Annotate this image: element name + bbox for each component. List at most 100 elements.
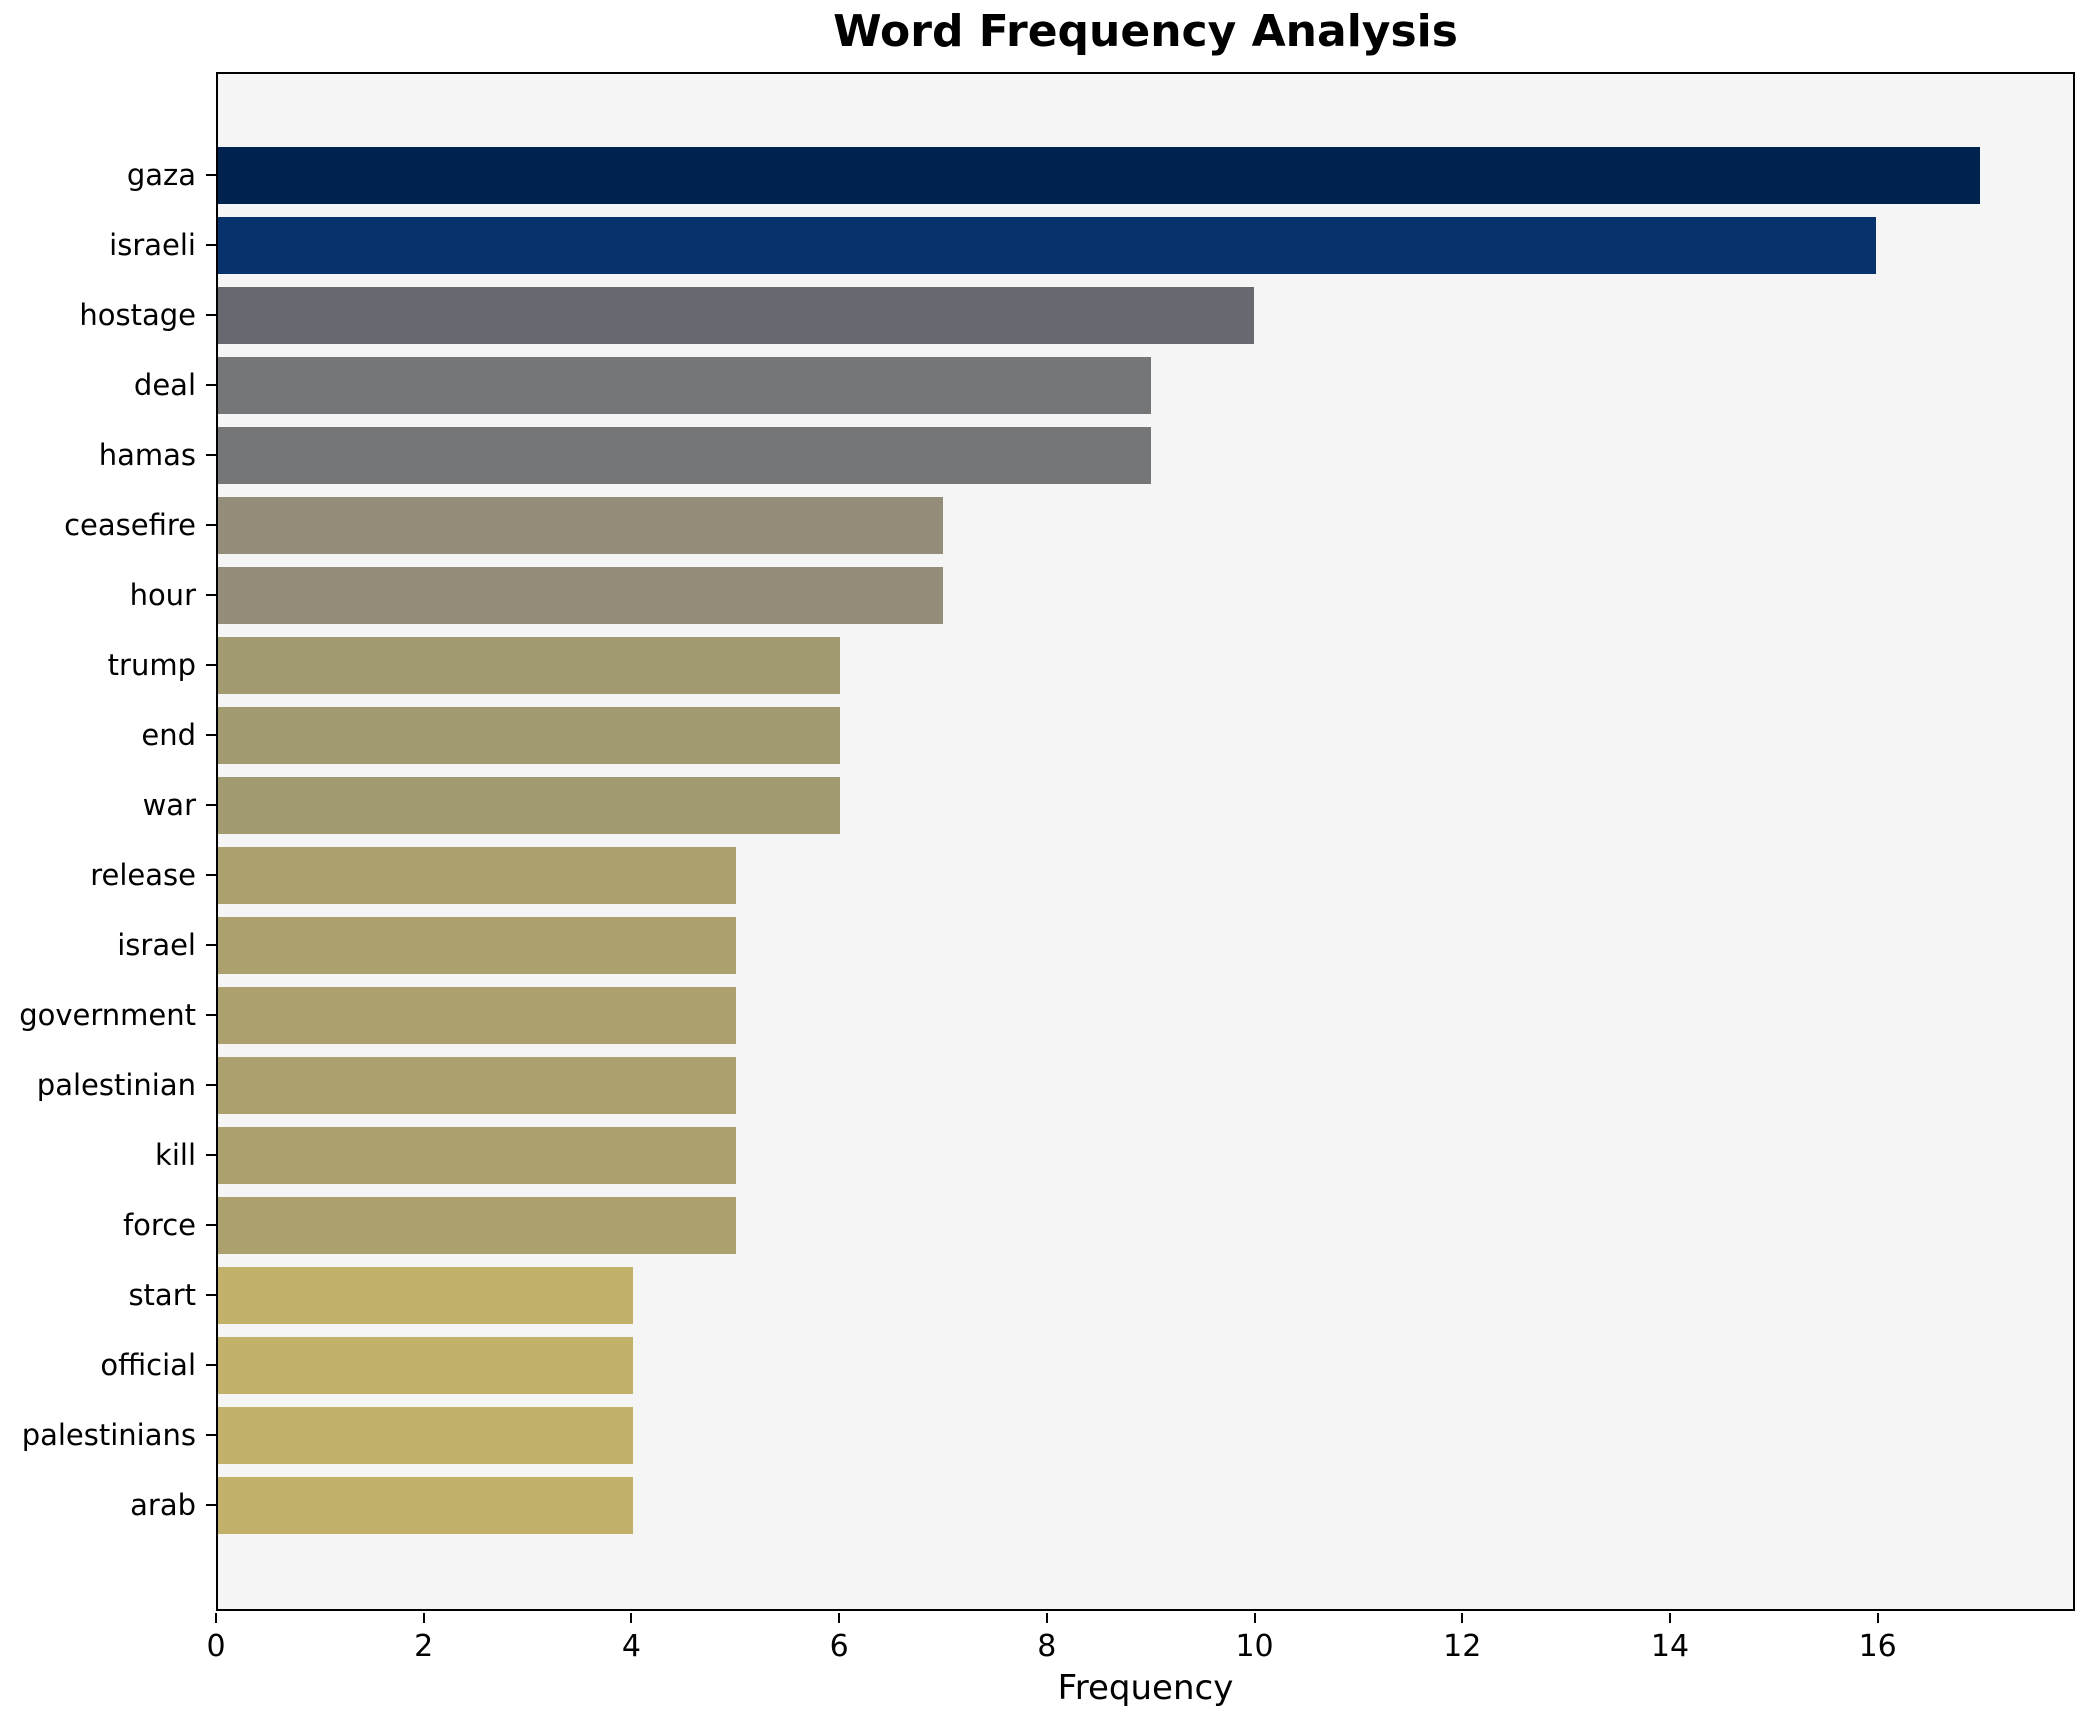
y-tick-label-palestinians: palestinians	[21, 1418, 196, 1452]
bar-row-palestinians: palestinians	[22, 1400, 2073, 1470]
bar-government	[218, 986, 737, 1044]
y-tick-label-kill: kill	[155, 1138, 196, 1172]
y-tick-label-trump: trump	[107, 648, 196, 682]
bar-palestinians	[218, 1406, 633, 1464]
bar-hour	[218, 566, 944, 624]
y-tick-label-arab: arab	[130, 1488, 196, 1522]
bar-hostage	[218, 286, 1255, 344]
x-axis: 0 2 4 6 8 10 12 14 16	[206, 1613, 2075, 1713]
x-tick-label-0: 0	[206, 1629, 226, 1664]
y-tick-label-ceasefire: ceasefire	[64, 508, 196, 542]
bar-row-war: war	[143, 770, 2073, 840]
bar-trump	[218, 636, 840, 694]
x-axis-label: Frequency	[1057, 1668, 1234, 1708]
y-tick-label-end: end	[141, 718, 196, 752]
bar-official	[218, 1336, 633, 1394]
bar-end	[218, 706, 840, 764]
x-tick-label-4: 4	[621, 1629, 641, 1664]
plot-area: gaza israeli hostage deal hamas ceasefire hour…	[19, 72, 2075, 1611]
bar-row-israeli: israeli	[109, 210, 2073, 280]
x-tick-label-8: 8	[1037, 1629, 1057, 1664]
y-tick-mark	[206, 244, 216, 246]
bar-row-israel: israel	[117, 910, 2073, 980]
x-tick-label-6: 6	[829, 1629, 849, 1664]
x-tick-label-14: 14	[1650, 1629, 1690, 1664]
y-tick-mark	[206, 384, 216, 386]
bar-row-start: start	[128, 1260, 2073, 1330]
bar-row-kill: kill	[155, 1120, 2073, 1190]
y-tick-label-hamas: hamas	[98, 438, 196, 472]
bar-arab	[218, 1476, 633, 1534]
bar-rows: gaza israeli hostage deal hamas ceasefire hour…	[19, 140, 2073, 1540]
y-tick-label-gaza: gaza	[126, 158, 196, 192]
y-tick-mark	[206, 874, 216, 876]
bar-palestinian	[218, 1056, 737, 1114]
y-tick-label-deal: deal	[133, 368, 196, 402]
chart-title: Word Frequency Analysis	[833, 6, 1458, 57]
x-tick-mark-16	[1876, 1613, 1879, 1623]
y-tick-label-israel: israel	[117, 928, 196, 962]
bar-force	[218, 1196, 737, 1254]
x-tick-mark-10	[1253, 1613, 1256, 1623]
y-tick-mark	[206, 454, 216, 456]
y-tick-label-release: release	[90, 858, 196, 892]
y-tick-label-hostage: hostage	[79, 298, 196, 332]
y-tick-label-force: force	[122, 1208, 196, 1242]
y-tick-mark	[206, 594, 216, 596]
bar-row-force: force	[123, 1190, 2073, 1260]
bar-row-hour: hour	[130, 560, 2073, 630]
bar-row-trump: trump	[108, 630, 2073, 700]
bar-row-arab: arab	[130, 1470, 2073, 1540]
bar-row-ceasefire: ceasefire	[64, 490, 2073, 560]
y-tick-mark	[206, 944, 216, 946]
y-tick-mark	[206, 1154, 216, 1156]
y-tick-label-war: war	[142, 788, 196, 822]
y-tick-label-israeli: israeli	[109, 228, 196, 262]
y-tick-mark	[206, 1014, 216, 1016]
y-tick-label-start: start	[128, 1278, 196, 1312]
y-tick-mark	[206, 1084, 216, 1086]
y-tick-mark	[206, 524, 216, 526]
x-tick-mark-0	[215, 1613, 217, 1623]
bar-ceasefire	[218, 496, 944, 554]
bar-row-palestinian: palestinian	[37, 1050, 2073, 1120]
bar-start	[218, 1266, 633, 1324]
y-tick-mark	[206, 804, 216, 806]
y-tick-mark	[206, 174, 216, 176]
bar-row-deal: deal	[134, 350, 2073, 420]
bar-release	[218, 846, 737, 904]
bar-row-release: release	[90, 840, 2073, 910]
bar-row-hamas: hamas	[99, 420, 2073, 490]
bar-gaza	[218, 146, 1980, 204]
x-tick-mark-4	[630, 1613, 633, 1623]
y-tick-label-official: official	[100, 1348, 196, 1382]
x-tick-mark-12	[1461, 1613, 1464, 1623]
y-tick-label-palestinian: palestinian	[36, 1068, 196, 1102]
bar-row-official: official	[100, 1330, 2073, 1400]
x-tick-label-16: 16	[1858, 1629, 1897, 1664]
x-tick-label-12: 12	[1443, 1629, 1482, 1664]
y-tick-label-government: government	[19, 998, 196, 1032]
x-tick-mark-6	[838, 1613, 841, 1623]
y-tick-mark	[206, 1294, 216, 1296]
bar-row-end: end	[141, 700, 2073, 770]
y-tick-mark	[206, 1504, 216, 1506]
y-tick-mark	[206, 1364, 216, 1366]
y-tick-label-hour: hour	[129, 578, 196, 612]
y-tick-mark	[206, 1224, 216, 1226]
y-tick-mark	[206, 314, 216, 316]
bar-row-government: government	[19, 980, 2073, 1050]
bar-row-hostage: hostage	[79, 280, 2073, 350]
x-tick-label-10: 10	[1235, 1629, 1274, 1664]
bar-war	[218, 776, 840, 834]
bar-row-gaza: gaza	[127, 140, 2073, 210]
y-tick-mark	[206, 1434, 216, 1436]
bar-hamas	[218, 426, 1151, 484]
bar-israeli	[218, 216, 1877, 274]
x-tick-mark-8	[1045, 1613, 1048, 1623]
x-tick-mark-2	[422, 1613, 425, 1623]
bar-kill	[218, 1126, 737, 1184]
x-tick-label-2: 2	[414, 1629, 434, 1664]
bar-deal	[218, 356, 1151, 414]
